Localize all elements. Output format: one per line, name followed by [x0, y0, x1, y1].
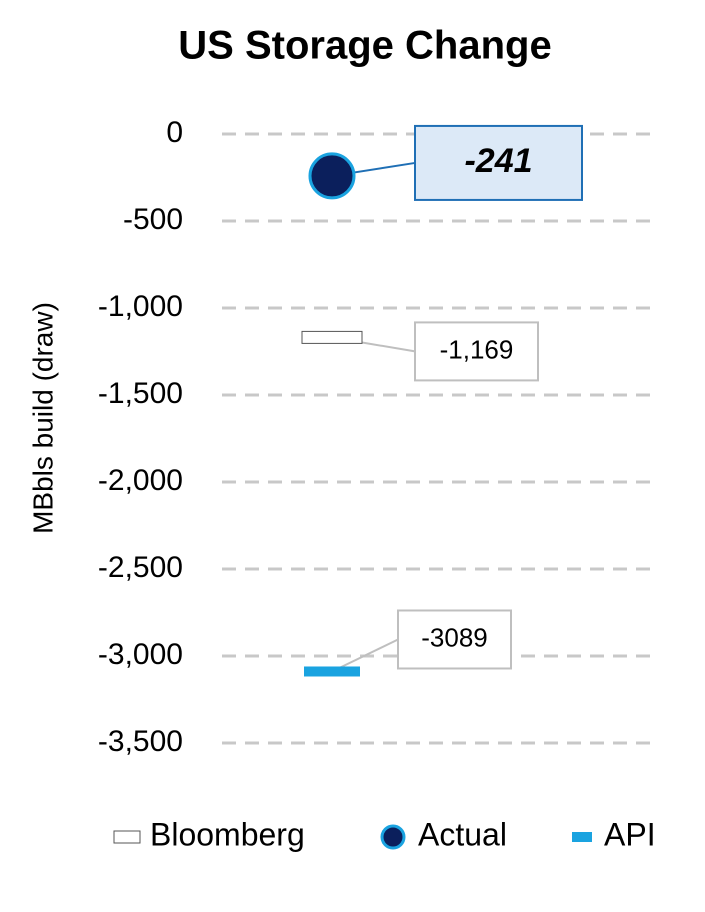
y-tick-label: -2,500	[98, 551, 183, 584]
label-box	[414, 321, 539, 382]
y-axis-label: MBbls build (draw)	[27, 302, 58, 534]
data-label: -241	[464, 142, 532, 180]
y-tick-label: -500	[123, 203, 183, 236]
data-point	[308, 152, 356, 200]
legend-label: Bloomberg	[150, 816, 305, 852]
y-tick-label: -3,500	[98, 725, 183, 758]
label-box	[397, 609, 512, 670]
data-label: -1,169	[440, 334, 514, 364]
label-leader	[331, 638, 399, 673]
y-tick-label: 0	[166, 116, 183, 149]
chart-title: US Storage Change	[178, 24, 551, 68]
y-tick-label: -3,000	[98, 638, 183, 671]
legend-marker	[572, 832, 592, 842]
y-tick-label: -1,500	[98, 377, 183, 410]
legend-marker	[380, 824, 406, 850]
data-point	[304, 666, 360, 677]
data-label: -3089	[421, 622, 488, 652]
legend-marker	[113, 830, 141, 844]
legend-label: API	[604, 816, 656, 852]
y-tick-label: -1,000	[98, 290, 183, 323]
data-point	[301, 330, 363, 344]
label-box	[414, 124, 583, 201]
legend-label: Actual	[418, 816, 507, 852]
y-tick-label: -2,000	[98, 464, 183, 497]
